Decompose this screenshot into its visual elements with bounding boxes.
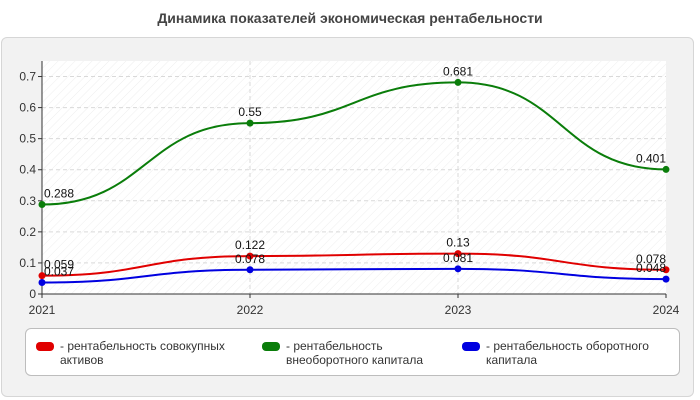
x-tick-label: 2021 xyxy=(29,303,56,317)
data-label: 0.048 xyxy=(636,261,666,275)
x-tick-label: 2024 xyxy=(653,303,680,317)
legend-swatch-red xyxy=(36,342,54,351)
data-label: 0.288 xyxy=(44,187,74,201)
data-label: 0.037 xyxy=(44,265,74,279)
data-point xyxy=(38,201,46,209)
y-tick-label: 0 xyxy=(29,287,36,301)
data-label: 0.55 xyxy=(238,105,262,119)
legend-swatch-green xyxy=(262,342,280,351)
data-point xyxy=(454,265,462,273)
data-point xyxy=(38,279,46,287)
legend: - рентабельность совокупных активов - ре… xyxy=(25,328,680,376)
y-tick-label: 0.5 xyxy=(19,132,36,146)
data-point xyxy=(454,78,462,86)
data-label: 0.122 xyxy=(235,238,265,252)
data-point xyxy=(662,275,670,283)
x-tick-label: 2023 xyxy=(445,303,472,317)
series-line xyxy=(41,252,667,277)
data-label: 0.13 xyxy=(446,236,470,250)
data-label: 0.078 xyxy=(235,252,265,266)
chart-title: Динамика показателей экономическая рента… xyxy=(157,10,543,26)
data-point xyxy=(246,252,254,260)
data-label: 0.401 xyxy=(636,151,666,165)
legend-label: - рентабельность совокупных активов xyxy=(60,339,225,367)
data-point xyxy=(662,266,670,274)
data-point xyxy=(246,266,254,274)
data-point xyxy=(454,250,462,258)
legend-label: - рентабельность оборотного капитала xyxy=(486,339,649,367)
legend-label: - рентабельность внеоборотного капитала xyxy=(286,339,423,367)
data-label: 0.078 xyxy=(636,252,666,266)
series-line xyxy=(41,267,667,284)
x-tick-label: 2022 xyxy=(237,303,264,317)
plot-area xyxy=(42,61,666,294)
series-line xyxy=(41,81,667,206)
data-point xyxy=(662,165,670,173)
y-tick-label: 0.7 xyxy=(19,70,36,84)
data-label: 0.081 xyxy=(443,251,473,265)
y-tick-label: 0.3 xyxy=(19,194,36,208)
y-tick-label: 0.2 xyxy=(19,225,36,239)
data-label: 0.681 xyxy=(443,64,473,78)
data-label: 0.059 xyxy=(44,258,74,272)
legend-swatch-blue xyxy=(462,342,480,351)
y-tick-label: 0.6 xyxy=(19,101,36,115)
data-point xyxy=(38,272,46,280)
y-tick-label: 0.4 xyxy=(19,163,36,177)
data-point xyxy=(246,119,254,127)
y-tick-label: 0.1 xyxy=(19,256,36,270)
